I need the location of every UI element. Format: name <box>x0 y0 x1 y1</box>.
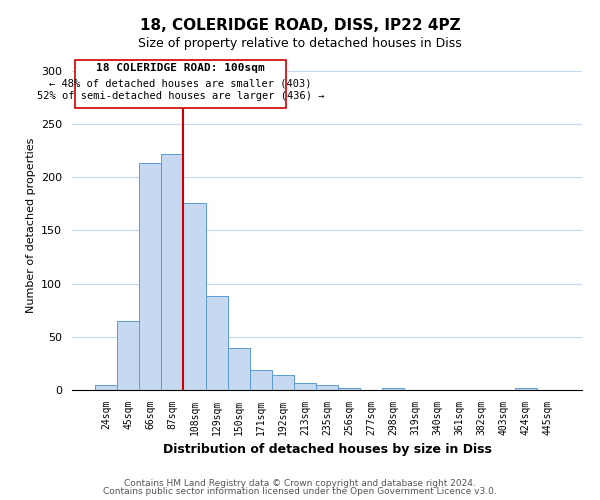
Bar <box>139 164 161 390</box>
Bar <box>95 384 117 390</box>
Bar <box>316 384 338 390</box>
Bar <box>515 388 537 390</box>
Text: 18, COLERIDGE ROAD, DISS, IP22 4PZ: 18, COLERIDGE ROAD, DISS, IP22 4PZ <box>140 18 460 32</box>
Y-axis label: Number of detached properties: Number of detached properties <box>26 138 35 312</box>
Text: Contains public sector information licensed under the Open Government Licence v3: Contains public sector information licen… <box>103 487 497 496</box>
Bar <box>206 296 227 390</box>
Text: 18 COLERIDGE ROAD: 100sqm: 18 COLERIDGE ROAD: 100sqm <box>96 64 265 74</box>
Bar <box>184 202 206 390</box>
Bar <box>227 348 250 390</box>
Bar <box>161 154 184 390</box>
FancyBboxPatch shape <box>74 60 286 108</box>
Bar <box>382 388 404 390</box>
Bar <box>338 388 360 390</box>
Bar <box>117 321 139 390</box>
Bar <box>294 382 316 390</box>
Bar <box>272 375 294 390</box>
Text: ← 48% of detached houses are smaller (403): ← 48% of detached houses are smaller (40… <box>49 78 311 88</box>
Bar <box>250 370 272 390</box>
X-axis label: Distribution of detached houses by size in Diss: Distribution of detached houses by size … <box>163 444 491 456</box>
Text: 52% of semi-detached houses are larger (436) →: 52% of semi-detached houses are larger (… <box>37 92 324 102</box>
Text: Size of property relative to detached houses in Diss: Size of property relative to detached ho… <box>138 38 462 51</box>
Text: Contains HM Land Registry data © Crown copyright and database right 2024.: Contains HM Land Registry data © Crown c… <box>124 478 476 488</box>
